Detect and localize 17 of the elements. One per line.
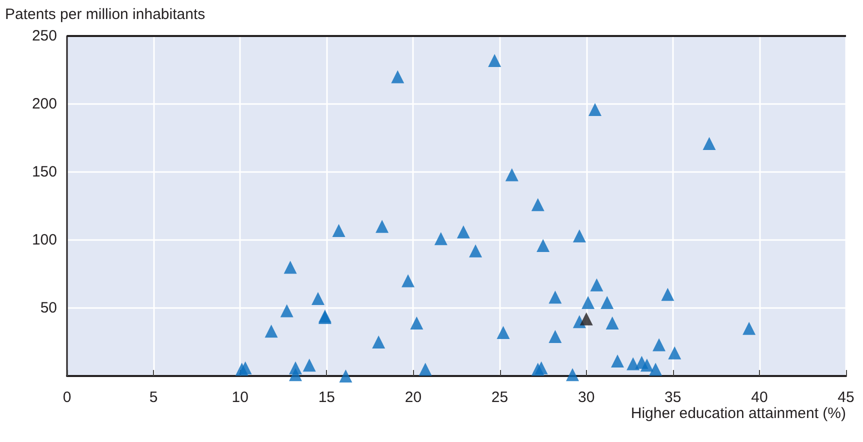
y-tick-label: 50 — [40, 300, 57, 316]
x-tick-label: 0 — [62, 389, 72, 406]
x-tick-label: 5 — [149, 389, 158, 406]
x-tick-label: 40 — [751, 389, 768, 406]
x-tick-label: 45 — [838, 389, 854, 406]
y-tick-label: 100 — [32, 232, 57, 248]
y-tick-label: 200 — [32, 96, 57, 112]
x-axis-title: Higher education attainment (%) — [630, 405, 846, 422]
x-tick-label: 15 — [318, 389, 336, 406]
x-tick-label: 30 — [578, 389, 595, 406]
x-tick-label: 20 — [404, 389, 422, 406]
x-tick-label: 35 — [664, 389, 682, 406]
x-tick-label: 25 — [491, 389, 508, 406]
y-tick-label: 150 — [32, 164, 57, 180]
y-axis-title: Patents per million inhabitants — [5, 6, 206, 23]
y-tick-label: 250 — [32, 28, 57, 44]
x-tick-label: 10 — [232, 389, 248, 406]
